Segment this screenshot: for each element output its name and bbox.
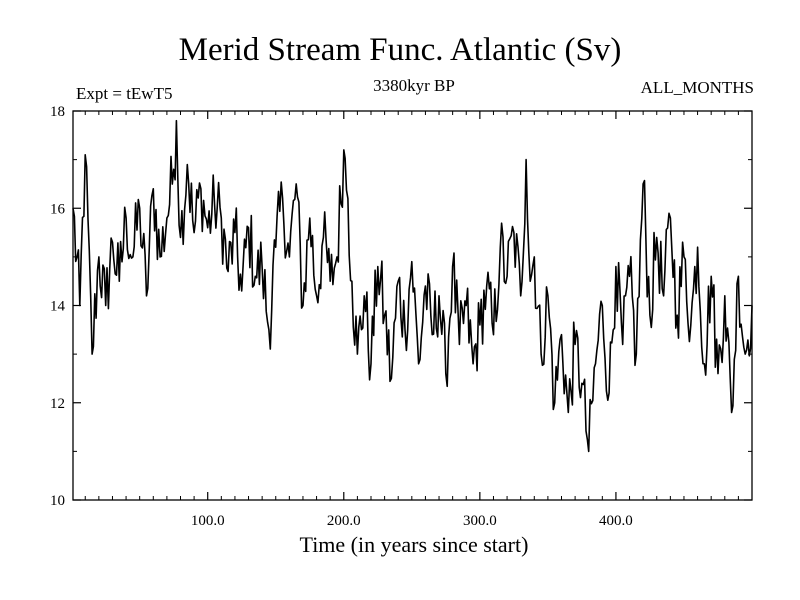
ticks-layer: 10 12 14 16 18 100.0 200.0 300.0 400.0 [50, 104, 752, 529]
y-tick-label: 16 [50, 201, 66, 217]
x-tick-label: 300.0 [463, 513, 497, 529]
y-tick-label: 14 [50, 299, 66, 315]
chart-subtitle: 3380kyr BP [373, 76, 455, 95]
x-tick-label: 100.0 [191, 513, 225, 529]
chart-title: Merid Stream Func. Atlantic (Sv) [178, 32, 622, 68]
plot-frame [72, 110, 753, 501]
x-tick-label: 400.0 [599, 513, 633, 529]
series-layer [72, 119, 753, 453]
y-tick-label: 12 [50, 396, 65, 412]
y-tick-label: 10 [50, 493, 65, 509]
x-tick-label: 200.0 [327, 513, 361, 529]
series-line [72, 119, 753, 453]
y-tick-label: 18 [50, 104, 65, 120]
x-axis-label: Time (in years since start) [299, 532, 529, 557]
experiment-label: Expt = tEwT5 [76, 84, 173, 103]
period-label: ALL_MONTHS [640, 78, 754, 97]
